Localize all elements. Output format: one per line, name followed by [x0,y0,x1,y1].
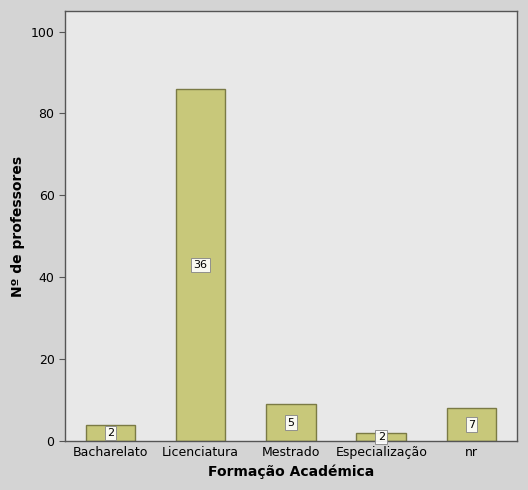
Text: 7: 7 [468,419,475,430]
Text: 5: 5 [287,417,295,428]
Bar [266,404,316,441]
Text: 36: 36 [194,260,208,270]
Text: 2: 2 [378,432,385,442]
Bar [356,433,406,441]
Text: 2: 2 [107,428,114,438]
Y-axis label: Nº de professores: Nº de professores [11,155,25,296]
X-axis label: Formação Académica: Formação Académica [208,465,374,479]
Bar [447,408,496,441]
Bar [176,89,225,441]
Bar [86,425,135,441]
